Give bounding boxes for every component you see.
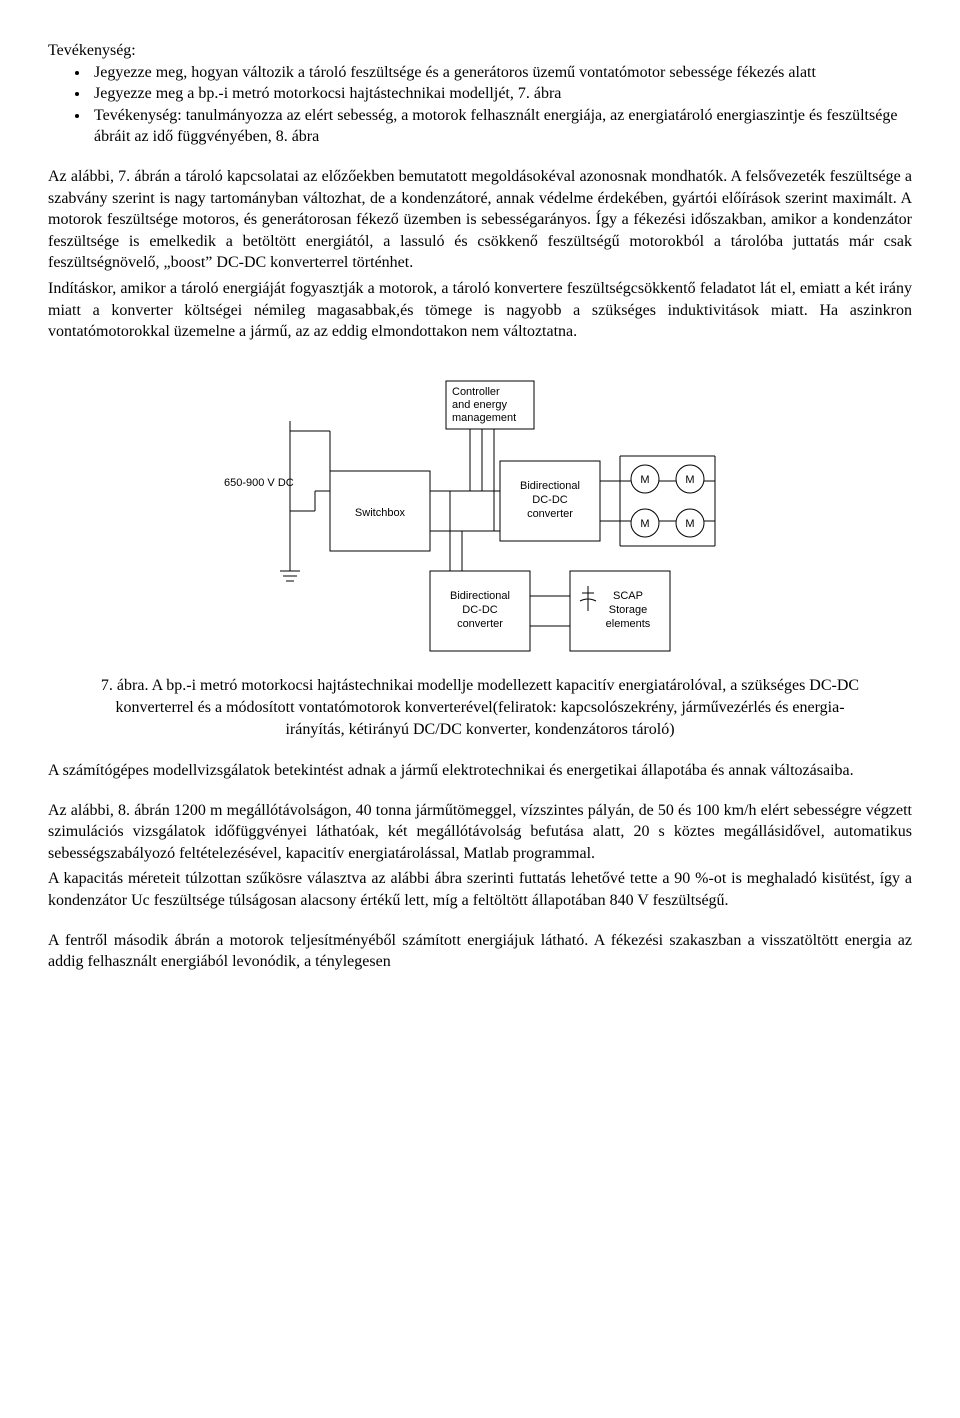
figure-7-diagram: 650-900 V DC Switchbox Controller and en… [48, 361, 912, 668]
scap-label-2: Storage [609, 604, 648, 616]
bidir1-label-3: converter [527, 508, 573, 520]
figure-7-caption: 7. ábra. A bp.-i metró motorkocsi hajtás… [88, 675, 872, 740]
motor-icon: M [685, 474, 694, 486]
body-paragraph-3: A számítógépes modellvizsgálatok betekin… [48, 760, 912, 782]
controller-label-2: and energy [452, 399, 508, 411]
body-paragraph-5: A kapacitás méreteit túlzottan szűkösre … [48, 868, 912, 911]
bullet-item: Jegyezze meg, hogyan változik a tároló f… [90, 62, 912, 84]
bidir1-label-2: DC-DC [532, 494, 567, 506]
body-paragraph-2: Indításkor, amikor a tároló energiáját f… [48, 278, 912, 343]
motor-icon: M [640, 518, 649, 530]
bullet-item: Tevékenység: tanulmányozza az elért sebe… [90, 105, 912, 148]
switchbox-label: Switchbox [355, 507, 406, 519]
bidir2-label-3: converter [457, 618, 503, 630]
scap-label-1: SCAP [613, 590, 643, 602]
bidir2-label-2: DC-DC [462, 604, 497, 616]
activity-heading: Tevékenység: [48, 40, 912, 62]
body-paragraph-1: Az alábbi, 7. ábrán a tároló kapcsolatai… [48, 166, 912, 274]
motor-icon: M [685, 518, 694, 530]
controller-label-3: management [452, 412, 516, 424]
voltage-label: 650-900 V DC [224, 477, 294, 489]
controller-label-1: Controller [452, 386, 500, 398]
bullet-item: Jegyezze meg a bp.-i metró motorkocsi ha… [90, 83, 912, 105]
motor-icon: M [640, 474, 649, 486]
activity-bullets: Jegyezze meg, hogyan változik a tároló f… [72, 62, 912, 148]
bidir2-label-1: Bidirectional [450, 590, 510, 602]
scap-label-3: elements [606, 618, 651, 630]
bidir1-label-1: Bidirectional [520, 480, 580, 492]
body-paragraph-4: Az alábbi, 8. ábrán 1200 m megállótávols… [48, 800, 912, 865]
body-paragraph-6: A fentről második ábrán a motorok teljes… [48, 930, 912, 973]
